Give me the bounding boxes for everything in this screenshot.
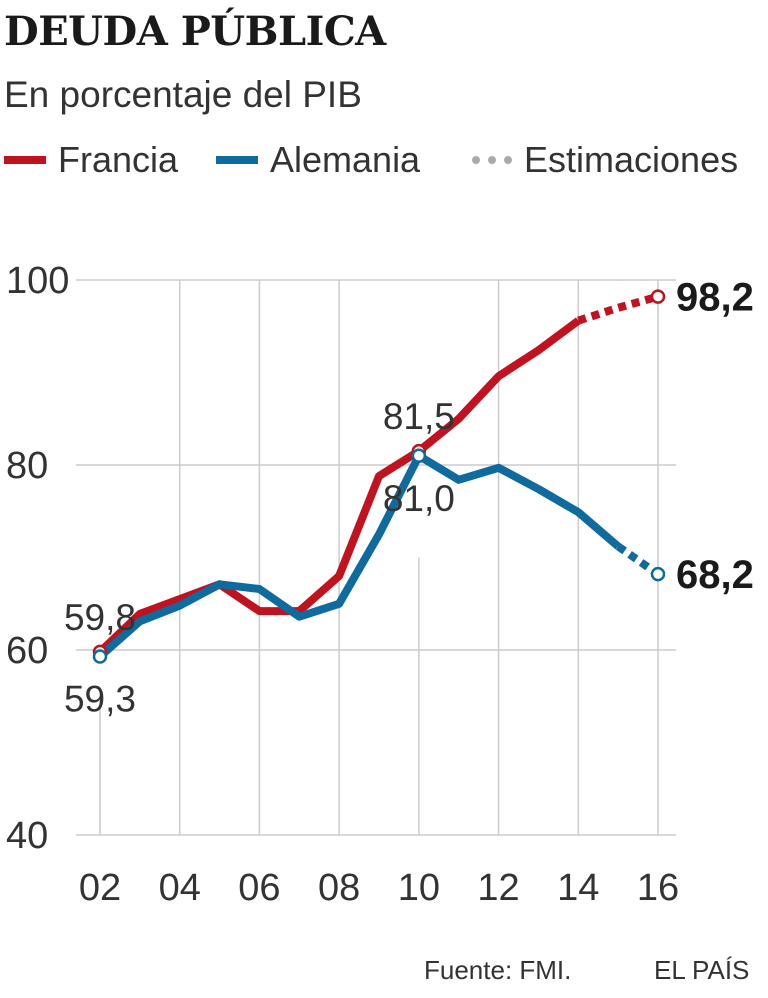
data-label: 59,3: [64, 678, 136, 719]
source-note: Fuente: FMI.: [424, 955, 572, 985]
marker-francia-2016: [650, 289, 666, 304]
legend-item-alemania: Alemania: [216, 139, 421, 180]
data-label: 59,8: [64, 597, 136, 638]
x-tick-label: 08: [318, 867, 360, 909]
y-tick-label: 80: [6, 445, 48, 487]
x-tick-label: 16: [637, 867, 679, 909]
y-tick-label: 40: [6, 815, 48, 857]
series-line-alemania: [97, 451, 621, 660]
legend-swatch-francia: [4, 156, 46, 164]
x-tick-label: 14: [557, 867, 599, 909]
x-tick-label: 04: [159, 867, 201, 909]
legend-swatch-alemania: [216, 156, 258, 164]
data-label: 98,2: [676, 276, 754, 320]
legend-label-francia: Francia: [58, 139, 179, 180]
marker-alemania-2010: [411, 448, 427, 463]
series-estimate-alemania: [615, 543, 661, 578]
legend-item-estimaciones: Estimaciones: [472, 139, 739, 180]
y-tick-label: 60: [6, 630, 48, 672]
legend-item-francia: Francia: [4, 139, 179, 180]
legend-swatch-estimaciones: [472, 156, 512, 164]
series-estimate-francia: [577, 292, 660, 325]
x-tick-label: 06: [238, 867, 280, 909]
x-tick-label: 10: [398, 867, 440, 909]
legend-label-alemania: Alemania: [270, 139, 421, 180]
chart-title: DEUDA PÚBLICA: [4, 8, 386, 55]
x-tick-label: 02: [79, 867, 121, 909]
brand-logo: EL PAÍS: [654, 955, 750, 985]
series-line-francia: [97, 317, 581, 655]
legend-label-estimaciones: Estimaciones: [524, 139, 739, 180]
chart-subtitle: En porcentaje del PIB: [4, 74, 362, 115]
marker-alemania-2016: [650, 566, 666, 582]
data-label: 68,2: [676, 553, 754, 597]
marker-alemania-2002: [92, 649, 108, 664]
data-label: 81,0: [383, 478, 455, 519]
data-label: 81,5: [383, 396, 455, 437]
y-tick-label: 100: [6, 260, 69, 302]
x-tick-label: 12: [477, 867, 519, 909]
